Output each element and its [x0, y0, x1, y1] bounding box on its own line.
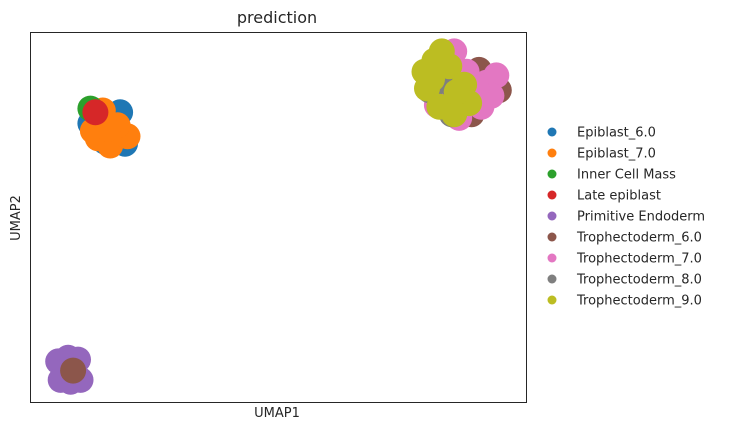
- point-trophectoderm-9-0: [428, 38, 455, 65]
- point-trophectoderm-7-0: [483, 62, 510, 89]
- x-axis-label: UMAP1: [254, 406, 300, 421]
- legend-marker-trophectoderm-9-0: [547, 295, 557, 305]
- legend-label-trophectoderm-8-0: Trophectoderm_8.0: [576, 273, 702, 288]
- point-trophectoderm-9-0: [419, 66, 445, 93]
- legend-label-trophectoderm-9-0: Trophectoderm_9.0: [576, 294, 702, 309]
- chart-title: prediction: [237, 8, 317, 27]
- legend-label-late-epiblast: Late epiblast: [577, 189, 661, 204]
- legend-marker-primitive-endoderm: [547, 211, 557, 221]
- legend-label-epiblast-6-0: Epiblast_6.0: [577, 126, 656, 141]
- legend-marker-trophectoderm-6-0: [547, 232, 557, 242]
- point-trophectoderm-6-0: [60, 357, 87, 384]
- legend-label-trophectoderm-6-0: Trophectoderm_6.0: [576, 231, 702, 246]
- legend-marker-inner-cell-mass: [547, 169, 557, 179]
- legend-marker-trophectoderm-8-0: [547, 274, 557, 284]
- legend-label-inner-cell-mass: Inner Cell Mass: [577, 168, 676, 183]
- legend-label-primitive-endoderm: Primitive Endoderm: [577, 210, 705, 225]
- point-late-epiblast: [82, 99, 109, 126]
- legend-marker-epiblast-7-0: [547, 148, 557, 158]
- scatter-points: [45, 38, 512, 395]
- legend-marker-trophectoderm-7-0: [547, 253, 557, 263]
- point-trophectoderm-9-0: [441, 101, 468, 128]
- legend-marker-late-epiblast: [547, 190, 557, 200]
- legend: Epiblast_6.0 Epiblast_7.0 Inner Cell Mass L…: [547, 126, 705, 309]
- legend-marker-epiblast-6-0: [547, 127, 557, 137]
- legend-label-trophectoderm-7-0: Trophectoderm_7.0: [576, 252, 702, 267]
- point-trophectoderm-9-0: [443, 79, 470, 105]
- legend-label-epiblast-7-0: Epiblast_7.0: [577, 147, 656, 162]
- y-axis-label: UMAP2: [9, 195, 24, 241]
